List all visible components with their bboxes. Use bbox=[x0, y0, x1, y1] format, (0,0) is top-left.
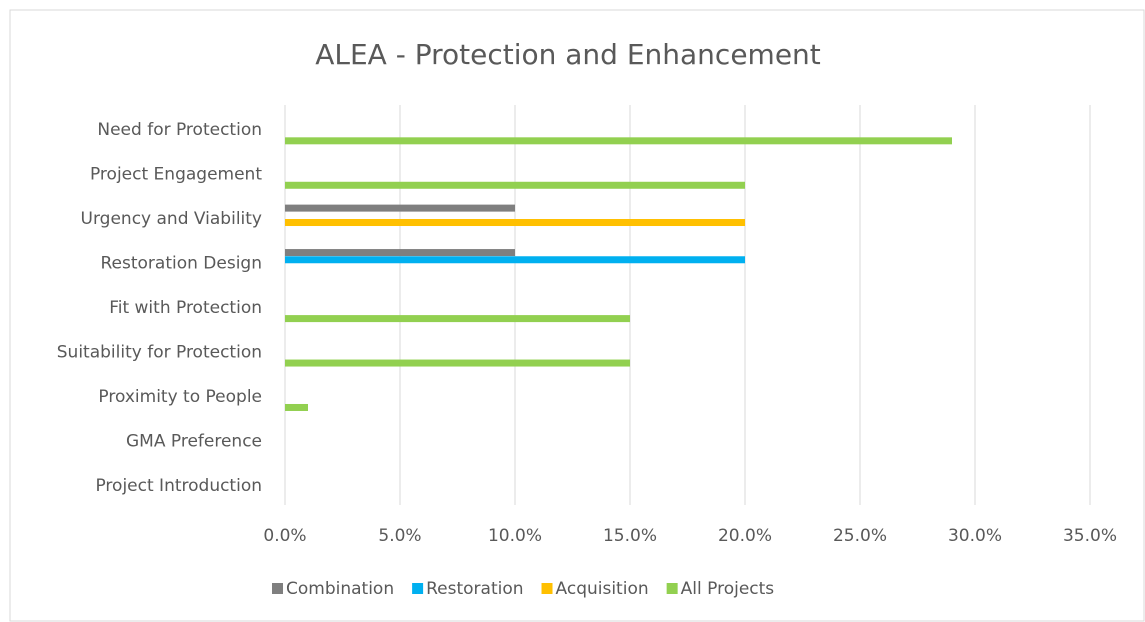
x-tick-label: 0.0% bbox=[263, 526, 306, 546]
chart-title: ALEA - Protection and Enhancement bbox=[315, 38, 821, 71]
bar bbox=[285, 359, 630, 367]
legend-swatch bbox=[272, 583, 283, 594]
bar bbox=[285, 219, 745, 227]
y-tick-label: Urgency and Viability bbox=[81, 209, 262, 229]
x-tick-label: 10.0% bbox=[488, 526, 542, 546]
legend-label: Combination bbox=[286, 579, 394, 599]
x-tick-label: 20.0% bbox=[718, 526, 772, 546]
y-tick-label: Suitability for Protection bbox=[57, 342, 262, 362]
legend-swatch bbox=[666, 583, 678, 594]
x-tick-label: 25.0% bbox=[833, 526, 887, 546]
y-tick-label: Project Engagement bbox=[90, 165, 262, 185]
bar bbox=[285, 249, 515, 257]
x-tick-label: 15.0% bbox=[603, 526, 657, 546]
x-tick-label: 35.0% bbox=[1063, 526, 1117, 546]
legend-label: Acquisition bbox=[556, 579, 649, 599]
x-tick-label: 30.0% bbox=[948, 526, 1002, 546]
bar bbox=[285, 315, 630, 323]
y-tick-label: Restoration Design bbox=[101, 254, 263, 274]
y-tick-label: GMA Preference bbox=[126, 431, 262, 451]
x-tick-label: 5.0% bbox=[378, 526, 421, 546]
bar bbox=[285, 204, 515, 212]
legend-label: All Projects bbox=[681, 579, 775, 599]
y-tick-label: Proximity to People bbox=[98, 387, 262, 407]
bar bbox=[285, 256, 745, 264]
legend-swatch bbox=[412, 583, 424, 594]
bar bbox=[285, 137, 952, 145]
y-tick-label: Fit with Protection bbox=[109, 298, 262, 318]
bar bbox=[285, 403, 308, 411]
y-tick-label: Project Introduction bbox=[95, 476, 262, 496]
bar bbox=[285, 181, 745, 189]
y-tick-label: Need for Protection bbox=[97, 120, 262, 140]
legend-label: Restoration bbox=[426, 579, 523, 599]
legend-swatch bbox=[541, 583, 553, 594]
